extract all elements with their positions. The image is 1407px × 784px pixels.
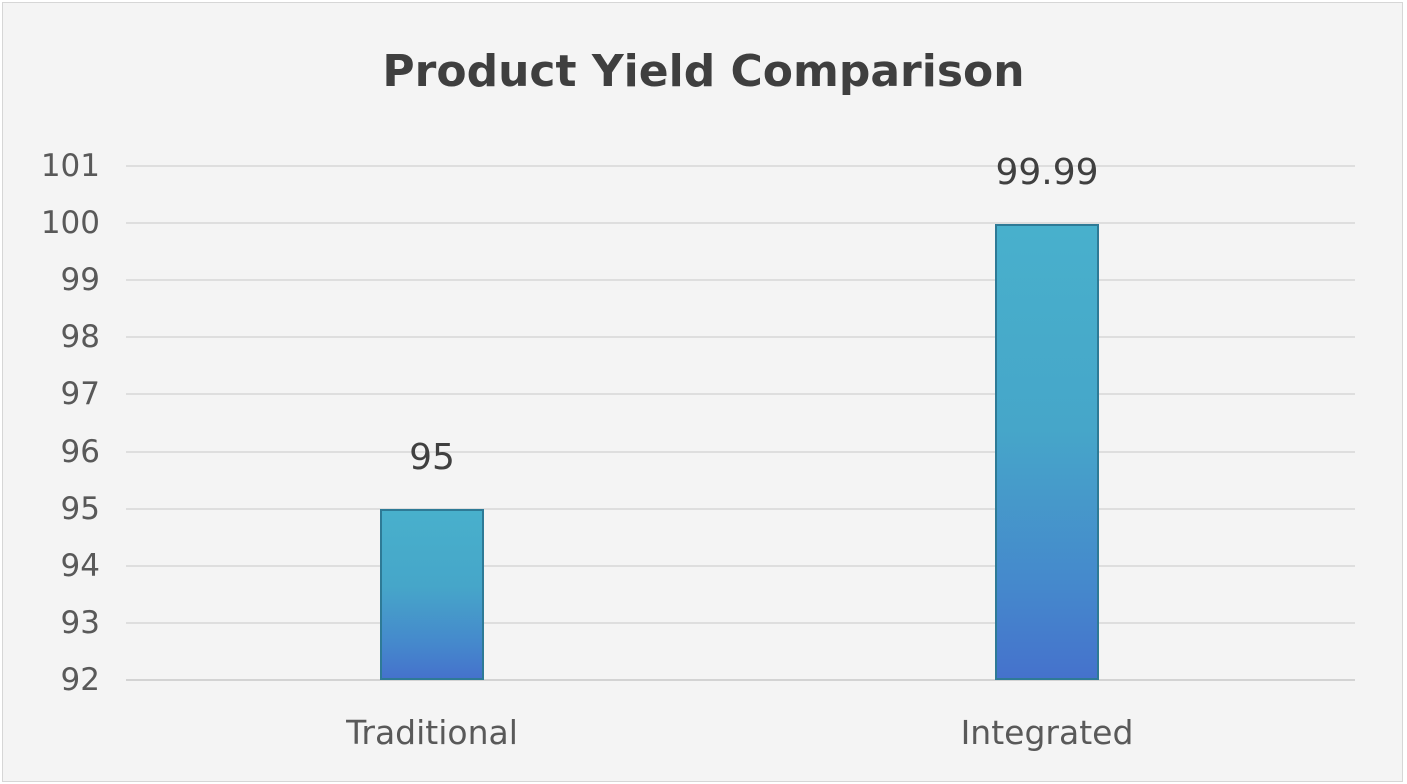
gridline: [126, 621, 1355, 624]
y-tick-label: 101: [40, 148, 100, 184]
y-tick-label: 99: [60, 262, 100, 299]
gridline: [126, 393, 1355, 396]
bar-traditional: [380, 508, 484, 680]
gridline: [126, 336, 1355, 339]
gridline: [126, 564, 1355, 567]
y-tick-label: 92: [60, 662, 100, 698]
x-tick-label: Traditional: [346, 713, 518, 752]
gridline: [126, 222, 1355, 225]
gridline: [126, 279, 1355, 282]
y-tick-label: 95: [60, 490, 100, 527]
bar-integrated: [995, 223, 1099, 680]
y-tick-label: 100: [40, 205, 100, 242]
chart-title: Product Yield Comparison: [382, 46, 1025, 97]
x-tick-label: Integrated: [960, 713, 1134, 752]
data-label: 99.99: [995, 151, 1099, 193]
y-tick-label: 93: [60, 604, 100, 641]
y-tick-label: 94: [60, 547, 100, 584]
gridline: [126, 507, 1355, 510]
y-tick-label: 97: [60, 376, 100, 413]
x-axis-line: [126, 679, 1355, 681]
data-label: 95: [409, 436, 455, 478]
gridline: [126, 165, 1355, 167]
gridline: [126, 450, 1355, 453]
y-tick-label: 98: [60, 319, 100, 356]
y-tick-label: 96: [60, 433, 100, 470]
